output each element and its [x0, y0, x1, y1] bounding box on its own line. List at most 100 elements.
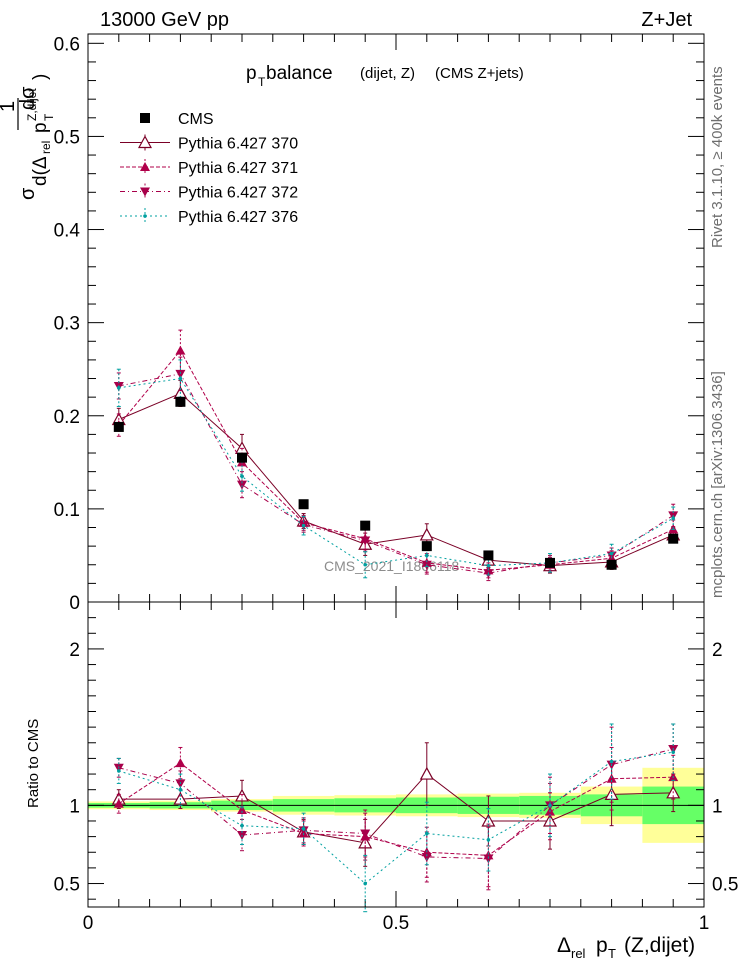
ratio-y-tick-label: 2 — [69, 640, 80, 661]
data-point — [113, 421, 124, 432]
series-line — [118, 377, 674, 567]
series-pythia-6-427-372 — [113, 356, 679, 582]
ratio-point — [671, 750, 675, 754]
data-point — [178, 376, 183, 381]
legend-label: Pythia 6.427 370 — [178, 136, 298, 153]
main-y-axis-label: 1 σ dσ d(Δ rel p T Z,dijet ) — [0, 74, 56, 200]
svg-text:p: p — [596, 934, 608, 957]
ratio-point — [360, 829, 371, 839]
data-point — [606, 559, 617, 570]
legend-item: CMS — [140, 111, 214, 128]
data-point — [609, 551, 614, 556]
x-tick-label: 0.5 — [383, 913, 409, 934]
ratio-point — [117, 769, 121, 773]
ratio-plot-frame — [87, 601, 705, 908]
header-process: Z+Jet — [641, 9, 692, 31]
x-tick-label: 0 — [83, 913, 94, 934]
data-point — [360, 520, 371, 531]
data-point — [175, 396, 186, 407]
series-cms — [113, 396, 679, 570]
data-point — [240, 474, 244, 479]
ratio-point — [421, 852, 432, 862]
data-point — [671, 516, 675, 520]
ratio-y-axis-label: Ratio to CMS — [25, 719, 42, 808]
data-point — [117, 386, 121, 390]
ratio-y-tick-label-right: 1 — [712, 796, 723, 817]
svg-text:rel: rel — [571, 946, 586, 961]
data-point — [298, 499, 309, 510]
legend: CMS Pythia 6.427 370 Pythia 6.427 371 Pythi… — [120, 111, 298, 226]
series-line — [118, 392, 674, 567]
svg-text:(CMS Z+jets): (CMS Z+jets) — [435, 65, 524, 82]
ratio-y-tick-label-right: 2 — [712, 640, 723, 661]
legend-label: CMS — [178, 111, 214, 128]
series-pythia-6-427-376 — [116, 359, 676, 579]
legend-marker — [140, 162, 150, 171]
svg-text:balance: balance — [266, 63, 333, 84]
data-point — [545, 557, 555, 568]
ratio-axis-ticks: 0 0.5 10.5 0.51 12 2 — [54, 602, 738, 934]
data-point — [301, 523, 306, 528]
legend-marker — [143, 214, 147, 218]
ratio-point — [486, 837, 491, 842]
data-point — [421, 541, 432, 552]
ratio-point — [419, 766, 434, 780]
data-point — [363, 562, 368, 567]
svg-text:1: 1 — [0, 101, 19, 112]
y-tick-label: 0.3 — [54, 314, 80, 335]
main-plot-area — [111, 329, 681, 582]
svg-text:p: p — [30, 122, 51, 133]
ratio-point — [175, 758, 186, 768]
svg-text:): ) — [30, 74, 51, 80]
legend-label: Pythia 6.427 376 — [178, 209, 298, 226]
x-axis-label: Δ rel p T (Z,dijet) — [557, 934, 695, 961]
data-point — [425, 553, 429, 558]
ratio-point — [425, 831, 429, 836]
svg-text:d(Δ: d(Δ — [30, 156, 51, 186]
ratio-point — [548, 803, 552, 808]
legend-marker — [137, 135, 153, 149]
data-point — [175, 345, 186, 355]
x-tick-label: 1 — [699, 913, 710, 934]
ratio-point — [113, 798, 124, 808]
ratio-series-pythia-6-427-376 — [116, 723, 676, 913]
svg-text:(dijet, Z): (dijet, Z) — [360, 65, 415, 82]
data-point — [486, 563, 491, 568]
y-tick-label: 0.2 — [54, 407, 80, 428]
y-tick-label: 0.1 — [54, 500, 80, 521]
legend-label: Pythia 6.427 372 — [178, 185, 298, 202]
ratio-point — [483, 854, 494, 864]
mcplots-label: mcplots.cern.ch [arXiv:1306.3436] — [709, 371, 726, 598]
ratio-y-tick-label: 0.5 — [54, 875, 80, 896]
series-line — [118, 373, 674, 574]
ratio-y-tick-label: 1 — [69, 796, 80, 817]
svg-text:Z,dijet: Z,dijet — [25, 88, 39, 121]
svg-text:T: T — [258, 75, 266, 89]
main-axis-ticks: 0 0.1 0.2 0.3 0.4 0.5 0.6 — [54, 34, 705, 614]
legend-item: Pythia 6.427 376 — [120, 208, 298, 226]
svg-text:(Z,dijet): (Z,dijet) — [624, 934, 695, 957]
y-tick-label: 0.4 — [54, 221, 81, 242]
svg-text:p: p — [246, 63, 257, 84]
svg-text:T: T — [42, 113, 56, 121]
data-point — [237, 452, 247, 463]
ratio-series-line — [118, 748, 674, 860]
data-point — [360, 536, 371, 546]
ratio-point — [363, 881, 368, 886]
legend-marker — [140, 187, 150, 197]
data-point — [237, 480, 247, 490]
svg-text:rel: rel — [39, 141, 53, 154]
data-point — [668, 533, 679, 544]
ratio-point — [606, 773, 617, 783]
plot-title: p T balance (dijet, Z) (CMS Z+jets) — [246, 63, 524, 89]
series-pythia-6-427-370 — [111, 379, 681, 574]
rivet-label: Rivet 3.1.10, ≥ 400k events — [709, 66, 726, 248]
data-point — [175, 369, 186, 379]
legend-item: Pythia 6.427 371 — [120, 159, 298, 177]
ratio-point — [237, 805, 247, 815]
legend-item: Pythia 6.427 372 — [120, 183, 298, 202]
y-tick-label: 0.6 — [54, 34, 80, 55]
ratio-point — [240, 823, 244, 828]
ratio-point — [301, 826, 306, 831]
